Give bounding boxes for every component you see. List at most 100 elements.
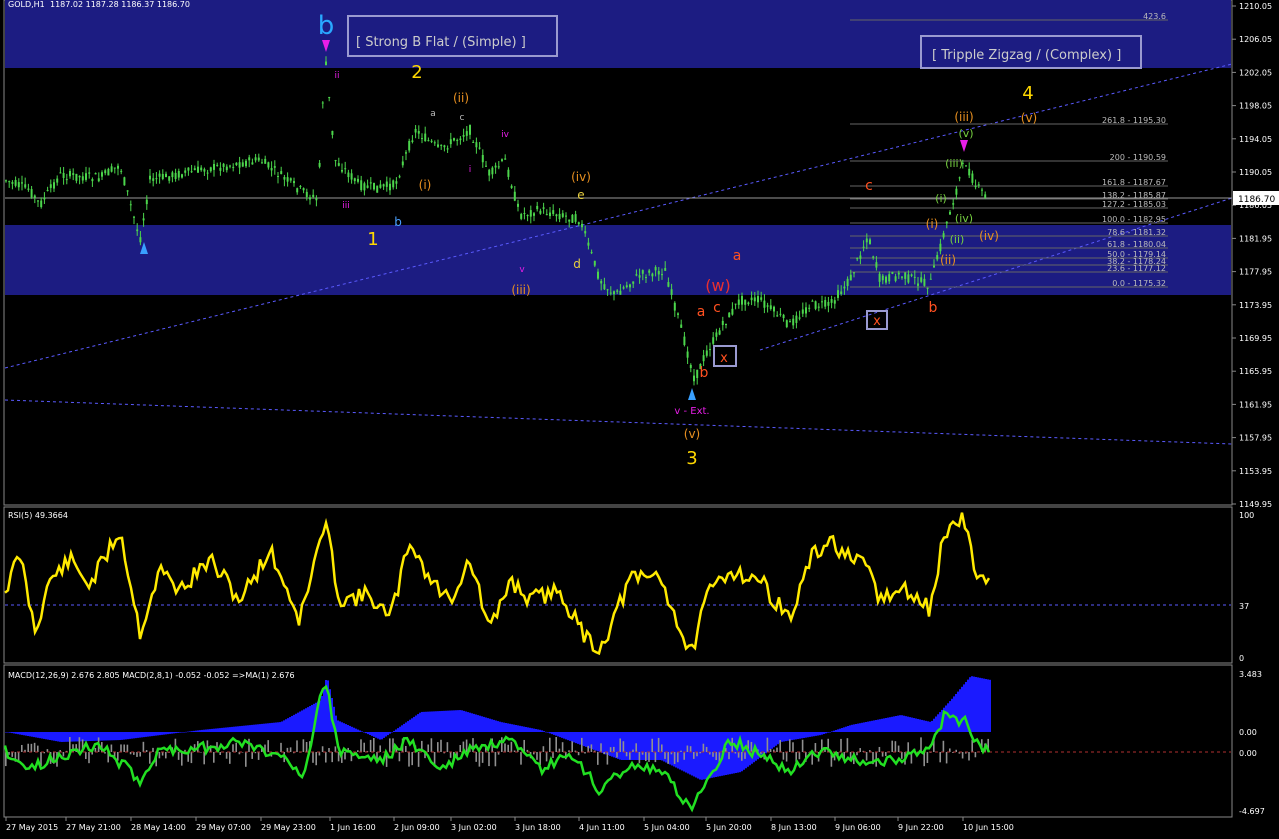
- macd2-bar: [945, 752, 948, 764]
- candle-body: [414, 128, 417, 133]
- candle-body: [945, 221, 948, 224]
- macd-bar: [267, 723, 269, 732]
- macd-bar: [981, 678, 983, 732]
- wave-label: (v): [958, 127, 973, 140]
- macd-bar: [21, 732, 23, 735]
- time-tick-label: 10 Jun 15:00: [963, 823, 1014, 832]
- macd-bar: [93, 732, 95, 741]
- macd-bar: [961, 686, 963, 732]
- candle-body: [526, 215, 529, 217]
- candle-body: [968, 168, 971, 176]
- macd2-bar: [968, 752, 970, 761]
- candle-body: [88, 172, 91, 174]
- wave-labels: b 2 1 3 4 (ii) (i) (iii) (iv) (v) v - Ext. (w) x x a a b…: [318, 11, 1037, 469]
- macd-bar: [319, 700, 321, 732]
- macd-bar: [71, 732, 73, 742]
- macd2-bar: [254, 752, 257, 754]
- macd-bar: [535, 729, 537, 732]
- candle-body: [715, 332, 718, 337]
- candle-body: [885, 276, 887, 283]
- macd-bar: [555, 732, 557, 736]
- macd2-bar: [88, 752, 90, 764]
- candle-body: [638, 275, 641, 278]
- macd-bar: [87, 732, 89, 742]
- candle-body: [616, 290, 619, 292]
- macd2-bar: [81, 739, 84, 752]
- price-tick-label: 1169.95: [1239, 334, 1272, 343]
- macd-bar: [809, 732, 811, 737]
- macd2-bar: [184, 749, 186, 752]
- macd-bar: [163, 732, 165, 735]
- candle-body: [5, 180, 7, 182]
- candle-body: [56, 178, 59, 183]
- macd-bar: [477, 715, 479, 732]
- wave-label: 1: [367, 229, 378, 250]
- macd-bar: [727, 732, 729, 775]
- macd2-bar: [686, 745, 689, 752]
- macd2-bar: [78, 737, 81, 752]
- candle-body: [251, 162, 254, 165]
- macd2-bar: [635, 743, 637, 752]
- candle-body: [395, 181, 398, 184]
- macd2-bar: [248, 738, 250, 752]
- candle-body: [603, 284, 606, 290]
- macd2-bar: [229, 752, 231, 764]
- macd-bar: [475, 714, 477, 732]
- macd-bar: [463, 710, 465, 732]
- macd-bar: [501, 722, 503, 732]
- macd-bar: [25, 732, 27, 736]
- macd-bar: [793, 732, 795, 740]
- macd-bar: [969, 677, 971, 732]
- macd-bar: [637, 732, 639, 760]
- macd-bar: [607, 732, 609, 756]
- macd-bar: [335, 715, 337, 732]
- macd-bar: [453, 710, 455, 732]
- macd-bar: [493, 719, 495, 732]
- macd-bar: [915, 718, 917, 732]
- macd2-bar: [965, 752, 967, 754]
- macd2-bar: [549, 737, 551, 752]
- price-tick-label: 1149.95: [1239, 500, 1272, 509]
- macd-bar: [367, 732, 369, 735]
- candle-body: [184, 170, 187, 173]
- macd-bar: [917, 718, 919, 732]
- macd-bar: [265, 723, 267, 732]
- candle-body: [501, 159, 503, 161]
- candle-body: [302, 188, 305, 191]
- macd-bar: [127, 732, 129, 740]
- macd2-bar: [683, 752, 685, 760]
- macd-bar: [537, 729, 539, 732]
- candle-body: [814, 301, 817, 309]
- candle-body: [8, 181, 11, 183]
- macd2-bar: [267, 740, 269, 752]
- candle-body: [856, 258, 859, 260]
- candle-body: [769, 305, 772, 310]
- candle-body: [97, 178, 100, 182]
- candle-body: [869, 239, 871, 244]
- candle-body: [600, 280, 603, 284]
- candle-body: [577, 222, 580, 225]
- macd-bar: [263, 723, 265, 732]
- macd-bar: [387, 732, 389, 736]
- macd-bar: [37, 732, 39, 738]
- macd-bar: [749, 732, 751, 766]
- candle-body: [334, 160, 337, 162]
- macd-bar: [909, 717, 911, 732]
- macd-bar: [649, 732, 651, 760]
- macd-bar: [833, 730, 835, 732]
- macd-bar: [89, 732, 91, 742]
- macd-bar: [341, 722, 343, 732]
- macd-bar: [159, 732, 161, 736]
- candle-body: [120, 170, 123, 172]
- candle-body: [129, 204, 132, 206]
- time-tick-label: 1 Jun 16:00: [330, 823, 376, 832]
- macd-bar: [251, 724, 253, 732]
- macd2-bar: [571, 741, 573, 752]
- macd-bar: [225, 727, 227, 732]
- macd2-bar: [104, 752, 106, 754]
- candle-body: [485, 165, 487, 167]
- macd2-bar: [133, 752, 135, 755]
- candle-body: [971, 173, 974, 183]
- macd-bar: [583, 732, 585, 747]
- candle-body: [369, 182, 372, 184]
